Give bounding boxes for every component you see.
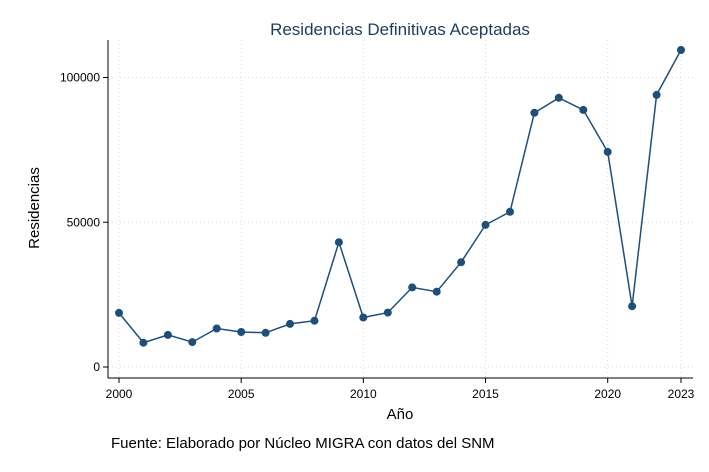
source-note: Fuente: Elaborado por Núcleo MIGRA con d… — [111, 435, 495, 452]
data-point-2006 — [261, 328, 270, 337]
data-point-2002 — [163, 330, 172, 339]
data-point-2011 — [383, 308, 392, 317]
y-tick-label-1: 50000 — [67, 215, 101, 229]
data-point-2017 — [530, 108, 539, 117]
data-point-2022 — [652, 90, 661, 99]
y-tick-label-2: 100000 — [60, 71, 100, 85]
data-point-2013 — [432, 287, 441, 296]
x-tick-label-5: 2023 — [668, 387, 695, 401]
x-tick-label-3: 2015 — [472, 387, 499, 401]
data-point-2020 — [603, 147, 612, 156]
x-tick-label-0: 2000 — [106, 387, 133, 401]
tick-labels: 0 50000 100000 2000 2005 2010 2015 2020 2023 — [60, 71, 695, 401]
data-point-2015 — [481, 220, 490, 229]
x-tick-label-2: 2010 — [350, 387, 377, 401]
data-point-2016 — [506, 207, 514, 216]
data-point-2004 — [212, 324, 221, 333]
y-tick-label-0: 0 — [93, 360, 100, 374]
data-point-2001 — [139, 338, 148, 347]
data-point-2023 — [677, 46, 685, 54]
data-point-2019 — [579, 105, 588, 114]
data-point-2000 — [115, 308, 123, 317]
x-tick-label-4: 2020 — [594, 387, 621, 401]
data-point-2018 — [554, 93, 563, 102]
data-point-2008 — [310, 316, 319, 325]
data-point-2003 — [188, 338, 197, 347]
y-axis-label: Residencias — [26, 167, 43, 249]
axes — [103, 40, 693, 383]
data-point-2014 — [457, 258, 466, 267]
x-axis-label: Año — [387, 406, 414, 423]
data-point-2010 — [359, 313, 368, 322]
x-tick-label-1: 2005 — [228, 387, 255, 401]
series-line-0 — [118, 49, 682, 344]
chart-title: Residencias Definitivas Aceptadas — [270, 20, 530, 39]
data-point-2007 — [286, 319, 294, 328]
grid-lines — [108, 40, 693, 378]
data-point-2005 — [237, 328, 246, 336]
data-point-2021 — [628, 302, 637, 311]
data-point-2009 — [334, 238, 343, 247]
data-point-2012 — [408, 283, 417, 292]
series-layer — [115, 46, 685, 347]
